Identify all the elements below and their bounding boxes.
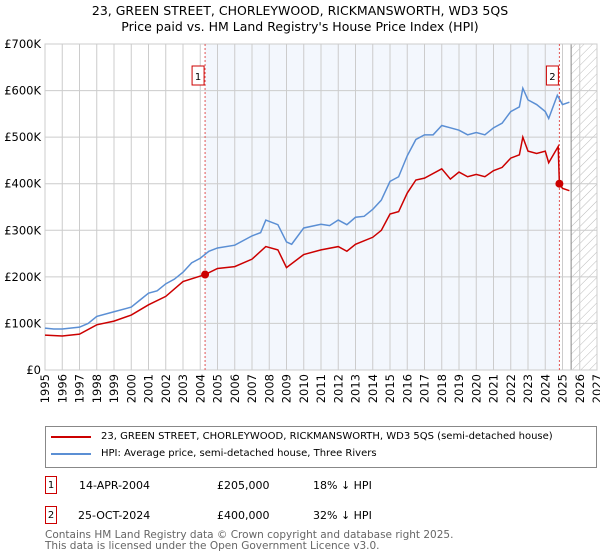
- x-tick-label: 2015: [383, 374, 397, 403]
- sale-label: 1: [195, 72, 201, 83]
- x-tick-label: 2010: [297, 374, 311, 403]
- x-tick-label: 2024: [538, 374, 552, 403]
- x-tick-label: 1998: [90, 374, 104, 403]
- y-tick-label: £300K: [4, 223, 41, 237]
- x-tick-label: 2021: [487, 374, 501, 403]
- sale-point: [201, 270, 210, 279]
- property-price-line: [44, 134, 570, 337]
- sale-date: 14-APR-2004: [79, 478, 151, 492]
- x-tick-label: 1999: [107, 374, 121, 403]
- x-tick-label: 2014: [366, 374, 380, 403]
- legend-label-hpi: HPI: Average price, semi-detached house,…: [101, 448, 377, 459]
- y-tick-label: £600K: [4, 84, 41, 98]
- hpi-line: [44, 85, 570, 330]
- sale-marker: 2: [45, 506, 57, 524]
- x-tick-label: 1995: [38, 374, 52, 403]
- x-tick-label: 2003: [176, 374, 190, 403]
- sale-label-box: [191, 65, 205, 86]
- y-tick-label: £100K: [4, 316, 41, 330]
- legend-blue-line: [51, 452, 91, 455]
- x-tick-label: 2023: [521, 374, 535, 403]
- plot-frame: [44, 43, 598, 371]
- x-tick-label: 2025: [556, 374, 570, 403]
- sale-date: 25-OCT-2024: [78, 508, 151, 522]
- sale-label-box: [545, 65, 559, 86]
- sale-price: £205,000: [217, 478, 270, 492]
- footer: Contains HM Land Registry data © Crown c…: [45, 530, 453, 552]
- y-tick-label: £0: [26, 363, 41, 377]
- y-tick-label: £400K: [4, 177, 41, 191]
- sale-point: [555, 179, 564, 188]
- x-tick-label: 2011: [314, 374, 328, 403]
- footer-line-1: Contains HM Land Registry data © Crown c…: [45, 529, 454, 541]
- x-tick-label: 2001: [142, 374, 156, 403]
- chart-subtitle: Price paid vs. HM Land Registry's House …: [121, 19, 479, 34]
- y-tick-label: £200K: [4, 270, 41, 284]
- chart-title: 23, GREEN STREET, CHORLEYWOOD, RICKMANSW…: [91, 3, 509, 18]
- sale-hpi: 18% ↓ HPI: [313, 478, 372, 492]
- x-tick-label: 2008: [262, 374, 276, 403]
- x-tick-label: 1997: [73, 374, 87, 403]
- x-tick-label: 2005: [211, 374, 225, 403]
- x-tick-label: 2017: [418, 374, 432, 403]
- sale-hpi: 32% ↓ HPI: [313, 508, 372, 522]
- x-tick-label: 2012: [331, 374, 345, 403]
- sale-label: 2: [549, 72, 555, 83]
- x-tick-label: 2016: [400, 374, 414, 403]
- sale-marker: 1: [45, 476, 57, 494]
- y-tick-label: £700K: [4, 37, 41, 51]
- x-tick-label: 1996: [55, 374, 69, 403]
- x-tick-label: 2019: [452, 374, 466, 403]
- x-tick-label: 2006: [228, 374, 242, 403]
- footer-line-2: This data is licensed under the Open Gov…: [45, 540, 380, 552]
- x-tick-label: 2000: [124, 374, 138, 403]
- x-tick-label: 2002: [159, 374, 173, 403]
- x-tick-label: 2009: [280, 374, 294, 403]
- chart: £0 £100K £200K £300K £400K £500K £600K £700K 199…: [4, 37, 600, 403]
- legend-label-property: 23, GREEN STREET, CHORLEYWOOD, RICKMANSW…: [101, 431, 553, 442]
- sale-row: 2 25-OCT-2024 £400,000 32% ↓ HPI: [45, 506, 372, 524]
- x-tick-label: 2018: [435, 374, 449, 403]
- x-tick-label: 2022: [504, 374, 518, 403]
- forecast-hatch: [571, 44, 597, 370]
- ownership-shading: [205, 44, 560, 370]
- sale-price: £400,000: [217, 508, 270, 522]
- x-tick-label: 2027: [590, 374, 600, 403]
- x-tick-label: 2007: [245, 374, 259, 403]
- y-tick-label: £500K: [4, 130, 41, 144]
- sale-row: 1 14-APR-2004 £205,000 18% ↓ HPI: [45, 476, 372, 494]
- x-tick-label: 2020: [469, 374, 483, 403]
- x-tick-label: 2026: [573, 374, 587, 403]
- x-tick-label: 2013: [349, 374, 363, 403]
- legend: 23, GREEN STREET, CHORLEYWOOD, RICKMANSW…: [45, 426, 597, 468]
- legend-red-line: [51, 435, 91, 438]
- x-tick-label: 2004: [193, 374, 207, 403]
